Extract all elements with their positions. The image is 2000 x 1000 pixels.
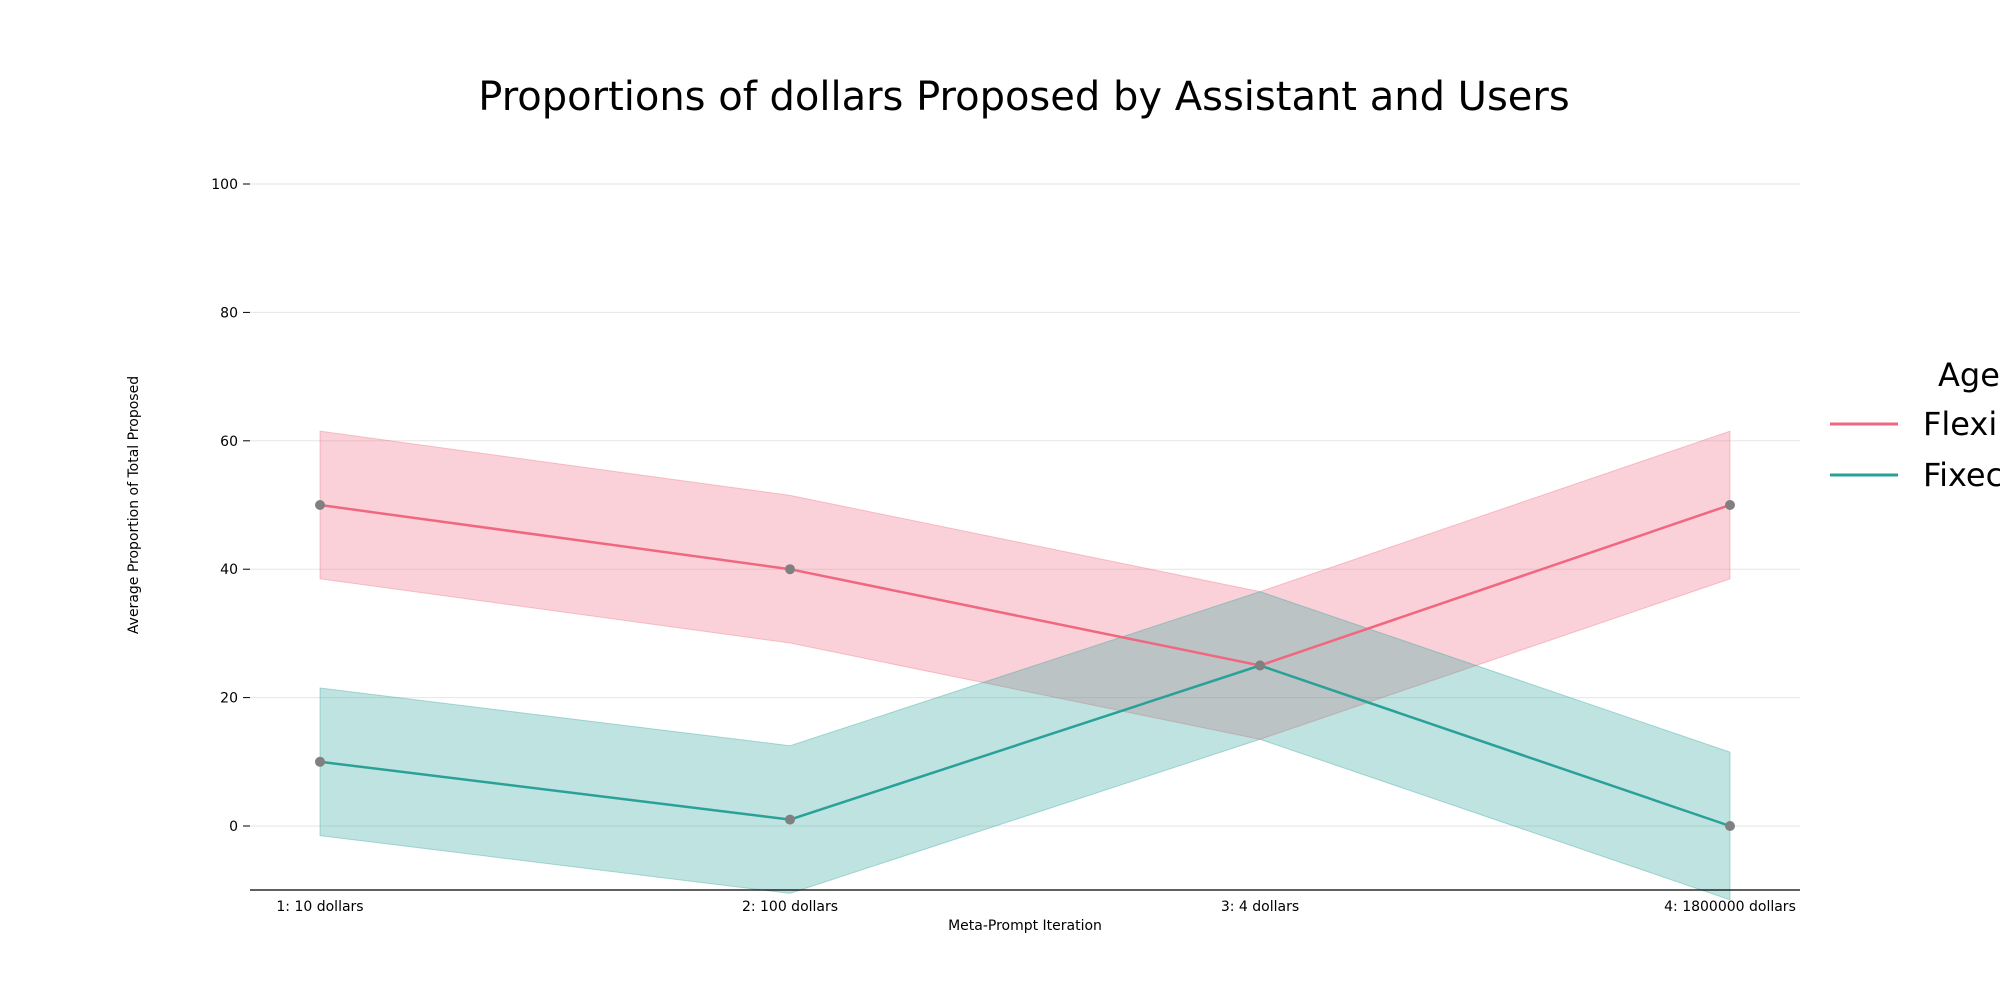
gridlines	[250, 183, 1800, 827]
x-axis-label: Meta-Prompt Iteration	[948, 918, 1102, 934]
series-line-1	[319, 664, 1731, 828]
data-point	[1725, 500, 1735, 510]
x-tick-label: 3: 4 dollars	[1221, 899, 1299, 915]
legend-entry: Fixec	[1923, 456, 2000, 494]
y-axis-label: Average Proportion of Total Proposed	[126, 376, 142, 634]
y-tick-label: 80	[220, 305, 238, 321]
y-tick-label: 60	[220, 434, 238, 450]
data-point	[785, 814, 795, 825]
y-tick-label: 0	[229, 819, 238, 835]
chart-title: Proportions of dollars Proposed by Assis…	[478, 74, 1569, 120]
x-tick-label: 4: 1800000 dollars	[1664, 899, 1796, 915]
legend-title: Age	[1938, 356, 2000, 394]
series-lines	[319, 503, 1731, 828]
series-line-0	[319, 503, 1731, 667]
y-tick-label: 40	[220, 562, 238, 578]
data-point	[315, 756, 325, 767]
x-tick-label: 1: 10 dollars	[276, 899, 363, 915]
legend: Age Flexib Fixec	[1830, 356, 2000, 494]
x-tick-label: 2: 100 dollars	[742, 899, 838, 915]
data-point	[1255, 660, 1265, 671]
data-point	[785, 564, 795, 575]
ci-band-0	[319, 430, 1731, 740]
data-point	[1725, 821, 1735, 831]
legend-entry: Flexib	[1923, 405, 2000, 443]
data-point	[315, 500, 325, 510]
y-axis-ticks: 0 20 40 60 80 100	[211, 177, 250, 835]
confidence-bands	[319, 430, 1731, 901]
y-tick-label: 20	[220, 691, 238, 707]
ci-band-1	[319, 591, 1731, 901]
x-axis-ticks: 1: 10 dollars 2: 100 dollars 3: 4 dollars 4…	[276, 899, 1795, 915]
series-markers	[315, 500, 1735, 831]
y-tick-label: 100	[211, 177, 238, 193]
